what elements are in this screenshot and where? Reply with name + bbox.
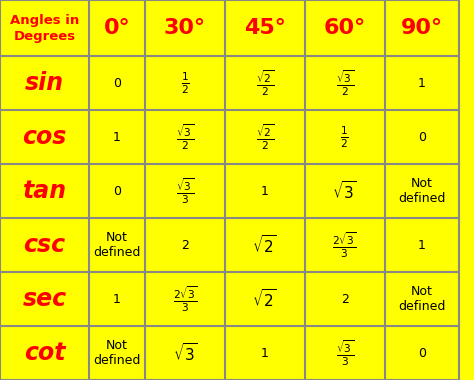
Bar — [305, 0, 384, 56]
Bar — [89, 164, 145, 218]
Bar — [0, 218, 89, 272]
Bar — [145, 56, 225, 110]
Bar — [145, 110, 225, 164]
Text: 30°: 30° — [164, 18, 206, 38]
Text: $\sqrt{2}$: $\sqrt{2}$ — [252, 234, 277, 256]
Text: $\frac{2\sqrt{3}}{3}$: $\frac{2\sqrt{3}}{3}$ — [173, 284, 197, 314]
Bar — [225, 56, 305, 110]
Bar — [89, 56, 145, 110]
Bar — [225, 218, 305, 272]
Text: 1: 1 — [113, 293, 121, 306]
Bar — [225, 164, 305, 218]
Text: Not
defined: Not defined — [398, 285, 446, 313]
Text: 0°: 0° — [104, 18, 130, 38]
Text: $\frac{1}{2}$: $\frac{1}{2}$ — [340, 124, 349, 150]
Bar — [305, 56, 384, 110]
Text: 1: 1 — [418, 239, 426, 252]
Bar — [145, 164, 225, 218]
Text: $\frac{\sqrt{3}}{2}$: $\frac{\sqrt{3}}{2}$ — [336, 68, 354, 98]
Bar — [0, 0, 89, 56]
Text: Not
defined: Not defined — [93, 339, 141, 367]
Text: sin: sin — [25, 71, 64, 95]
Bar — [145, 326, 225, 380]
Text: 0: 0 — [113, 77, 121, 90]
Bar — [89, 326, 145, 380]
Text: $\frac{\sqrt{2}}{2}$: $\frac{\sqrt{2}}{2}$ — [256, 68, 274, 98]
Text: $\sqrt{3}$: $\sqrt{3}$ — [173, 342, 198, 364]
Bar — [305, 326, 384, 380]
Text: $\sqrt{3}$: $\sqrt{3}$ — [332, 180, 357, 202]
Bar — [385, 0, 459, 56]
Bar — [0, 164, 89, 218]
Bar — [225, 326, 305, 380]
Bar — [89, 0, 145, 56]
Bar — [89, 110, 145, 164]
Text: 2: 2 — [181, 239, 189, 252]
Text: $\frac{1}{2}$: $\frac{1}{2}$ — [181, 70, 190, 96]
Bar — [305, 218, 384, 272]
Text: Not
defined: Not defined — [93, 231, 141, 259]
Text: $\frac{\sqrt{3}}{2}$: $\frac{\sqrt{3}}{2}$ — [176, 122, 194, 152]
Text: 1: 1 — [261, 185, 269, 198]
Text: 90°: 90° — [401, 18, 443, 38]
Bar — [0, 110, 89, 164]
Bar — [385, 272, 459, 326]
Bar — [0, 272, 89, 326]
Bar — [89, 272, 145, 326]
Text: 0: 0 — [418, 131, 426, 144]
Text: $\frac{\sqrt{2}}{2}$: $\frac{\sqrt{2}}{2}$ — [256, 122, 274, 152]
Text: cos: cos — [22, 125, 67, 149]
Text: 0: 0 — [418, 347, 426, 359]
Text: cot: cot — [24, 341, 65, 365]
Text: $\frac{\sqrt{3}}{3}$: $\frac{\sqrt{3}}{3}$ — [176, 176, 194, 206]
Text: tan: tan — [22, 179, 67, 203]
Text: $\frac{2\sqrt{3}}{3}$: $\frac{2\sqrt{3}}{3}$ — [332, 230, 357, 260]
Bar — [145, 218, 225, 272]
Bar — [385, 218, 459, 272]
Text: 60°: 60° — [324, 18, 366, 38]
Bar — [385, 164, 459, 218]
Bar — [385, 326, 459, 380]
Bar — [0, 326, 89, 380]
Text: 1: 1 — [418, 77, 426, 90]
Text: 2: 2 — [341, 293, 349, 306]
Text: Angles in
Degrees: Angles in Degrees — [10, 14, 79, 43]
Text: 1: 1 — [113, 131, 121, 144]
Bar — [305, 272, 384, 326]
Bar — [225, 0, 305, 56]
Bar — [225, 272, 305, 326]
Text: Not
defined: Not defined — [398, 177, 446, 205]
Bar — [385, 56, 459, 110]
Text: $\frac{\sqrt{3}}{3}$: $\frac{\sqrt{3}}{3}$ — [336, 338, 354, 368]
Text: 45°: 45° — [244, 18, 286, 38]
Bar — [225, 110, 305, 164]
Bar — [145, 0, 225, 56]
Text: 1: 1 — [261, 347, 269, 359]
Text: $\sqrt{2}$: $\sqrt{2}$ — [252, 288, 277, 310]
Bar — [89, 218, 145, 272]
Bar — [305, 110, 384, 164]
Text: csc: csc — [24, 233, 65, 257]
Bar — [145, 272, 225, 326]
Text: 0: 0 — [113, 185, 121, 198]
Bar — [385, 110, 459, 164]
Bar — [305, 164, 384, 218]
Text: sec: sec — [22, 287, 67, 311]
Bar — [0, 56, 89, 110]
